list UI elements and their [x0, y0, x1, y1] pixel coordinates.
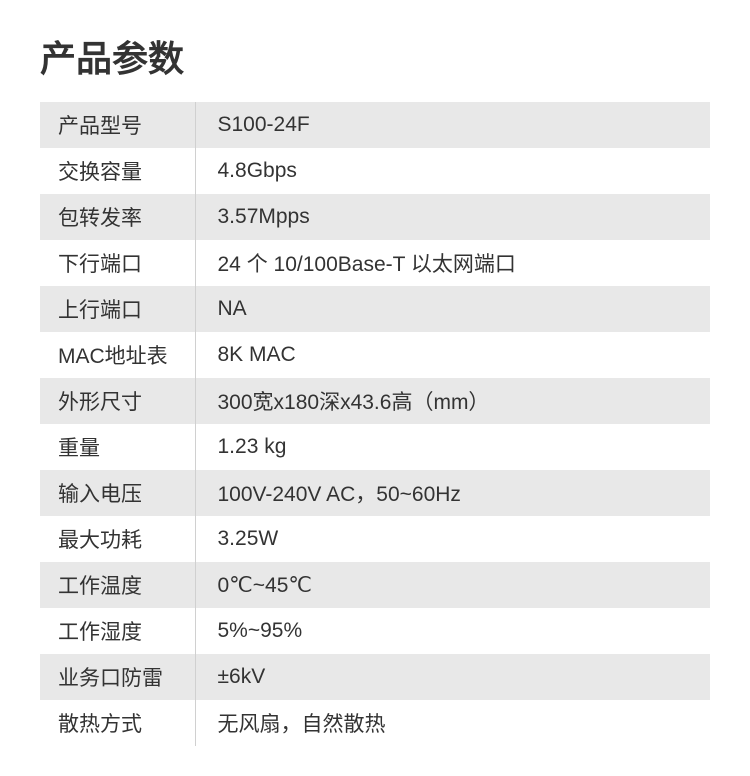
spec-value: 5%~95%	[195, 608, 710, 654]
spec-table-body: 产品型号 S100-24F 交换容量 4.8Gbps 包转发率 3.57Mpps…	[40, 102, 710, 746]
spec-value: S100-24F	[195, 102, 710, 148]
spec-label: 产品型号	[40, 102, 195, 148]
spec-label: 上行端口	[40, 286, 195, 332]
spec-label: 重量	[40, 424, 195, 470]
table-row: 散热方式 无风扇，自然散热	[40, 700, 710, 746]
spec-label: 交换容量	[40, 148, 195, 194]
table-row: 下行端口 24 个 10/100Base-T 以太网端口	[40, 240, 710, 286]
table-row: 重量 1.23 kg	[40, 424, 710, 470]
table-row: 包转发率 3.57Mpps	[40, 194, 710, 240]
spec-label: 散热方式	[40, 700, 195, 746]
table-row: 工作湿度 5%~95%	[40, 608, 710, 654]
table-row: 工作温度 0℃~45℃	[40, 562, 710, 608]
spec-label: 包转发率	[40, 194, 195, 240]
table-row: 外形尺寸 300宽x180深x43.6高（mm）	[40, 378, 710, 424]
table-row: 输入电压 100V-240V AC，50~60Hz	[40, 470, 710, 516]
table-row: MAC地址表 8K MAC	[40, 332, 710, 378]
spec-label: 最大功耗	[40, 516, 195, 562]
spec-label: MAC地址表	[40, 332, 195, 378]
spec-value: NA	[195, 286, 710, 332]
page-title: 产品参数	[40, 30, 710, 82]
spec-label: 外形尺寸	[40, 378, 195, 424]
spec-value: 100V-240V AC，50~60Hz	[195, 470, 710, 516]
spec-value: 8K MAC	[195, 332, 710, 378]
spec-value: 1.23 kg	[195, 424, 710, 470]
spec-value: 4.8Gbps	[195, 148, 710, 194]
spec-label: 工作温度	[40, 562, 195, 608]
spec-value: 300宽x180深x43.6高（mm）	[195, 378, 710, 424]
spec-label: 下行端口	[40, 240, 195, 286]
spec-value: 24 个 10/100Base-T 以太网端口	[195, 240, 710, 286]
spec-table: 产品型号 S100-24F 交换容量 4.8Gbps 包转发率 3.57Mpps…	[40, 102, 710, 746]
spec-value: 无风扇，自然散热	[195, 700, 710, 746]
spec-label: 业务口防雷	[40, 654, 195, 700]
table-row: 产品型号 S100-24F	[40, 102, 710, 148]
table-row: 最大功耗 3.25W	[40, 516, 710, 562]
spec-value: ±6kV	[195, 654, 710, 700]
table-row: 交换容量 4.8Gbps	[40, 148, 710, 194]
spec-label: 输入电压	[40, 470, 195, 516]
spec-value: 0℃~45℃	[195, 562, 710, 608]
table-row: 业务口防雷 ±6kV	[40, 654, 710, 700]
table-row: 上行端口 NA	[40, 286, 710, 332]
spec-label: 工作湿度	[40, 608, 195, 654]
spec-value: 3.57Mpps	[195, 194, 710, 240]
spec-value: 3.25W	[195, 516, 710, 562]
